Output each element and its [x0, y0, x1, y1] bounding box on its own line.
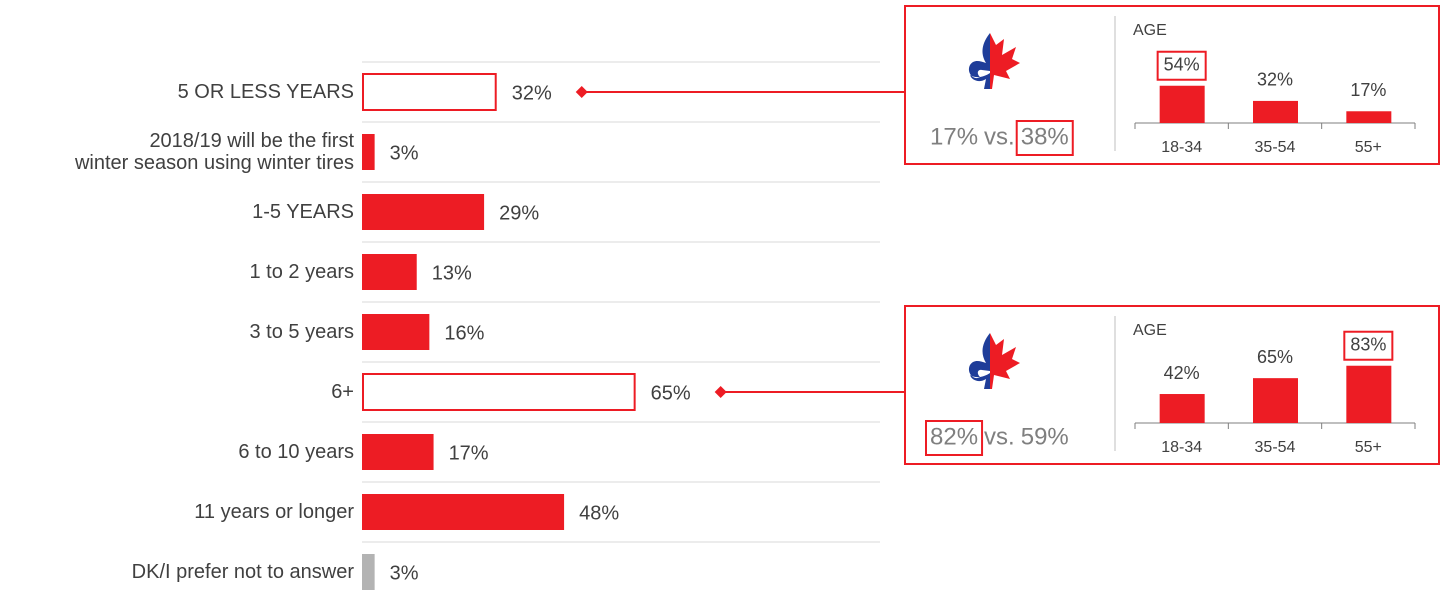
mini-value-label: 17%: [1350, 80, 1386, 100]
value-label: 65%: [651, 382, 691, 404]
connector-diamond: [575, 86, 588, 98]
inset-box: [904, 5, 1440, 165]
mini-value-label: 54%: [1164, 54, 1200, 74]
bar: [362, 134, 375, 170]
connector-diamond: [714, 386, 727, 398]
category-label: 6+: [331, 381, 354, 403]
comparison-value: 17%: [930, 123, 978, 150]
mini-bar: [1159, 85, 1205, 123]
mini-bar: [1253, 378, 1298, 423]
value-label: 3%: [390, 562, 419, 584]
category-label: 2018/19 will be the first winter season …: [74, 130, 354, 174]
mini-category-label: 18-34: [1161, 139, 1202, 156]
mini-category-label: 35-54: [1255, 439, 1296, 456]
value-label: 48%: [579, 502, 619, 524]
value-label: 32%: [512, 82, 552, 104]
inset-title: AGE: [1133, 22, 1167, 39]
bar: [362, 314, 430, 350]
mini-value-label: 83%: [1350, 334, 1386, 354]
value-label: 17%: [449, 442, 489, 464]
comparison-value: 38%: [1021, 123, 1069, 150]
category-label: 6 to 10 years: [238, 441, 354, 463]
comparison-value: 59%: [1021, 423, 1069, 450]
bar: [362, 494, 565, 530]
mini-value-label: 65%: [1257, 347, 1293, 367]
mini-bar: [1159, 394, 1205, 423]
value-label: 13%: [432, 262, 472, 284]
highlight-box: [1343, 330, 1394, 361]
category-label: 3 to 5 years: [249, 321, 354, 343]
logo: [968, 333, 1020, 389]
logo: [968, 33, 1020, 89]
highlight-box: [1015, 120, 1074, 156]
highlight-box: [1156, 50, 1207, 81]
value-label: 3%: [390, 142, 419, 164]
value-label: 16%: [444, 322, 484, 344]
logo-fleur: [968, 333, 990, 389]
mini-category-label: 18-34: [1161, 439, 1202, 456]
highlight-box: [925, 420, 984, 456]
logo-fleur: [968, 33, 990, 89]
category-label: 1 to 2 years: [249, 261, 354, 283]
mini-bar: [1346, 111, 1392, 123]
bar: [362, 73, 497, 111]
bar: [362, 194, 485, 230]
bar: [362, 373, 636, 411]
mini-value-label: 32%: [1257, 70, 1293, 90]
mini-value-label: 42%: [1164, 363, 1200, 383]
comparison-separator: vs.: [984, 423, 1015, 450]
mini-bar: [1346, 365, 1392, 423]
category-label: 5 OR LESS YEARS: [177, 81, 354, 103]
mini-category-label: 35-54: [1255, 139, 1296, 156]
category-label: 11 years or longer: [194, 501, 354, 523]
bar: [362, 554, 375, 590]
comparison-separator: vs.: [984, 123, 1015, 150]
mini-category-label: 55+: [1355, 139, 1382, 156]
comparison-value: 82%: [930, 423, 978, 450]
bar: [362, 254, 417, 290]
logo-maple: [990, 33, 1020, 89]
mini-bar: [1253, 100, 1298, 123]
inset-title: AGE: [1133, 322, 1167, 339]
value-label: 29%: [499, 202, 539, 224]
category-label: 1-5 YEARS: [252, 201, 354, 223]
bar: [362, 434, 434, 470]
category-label: DK/I prefer not to answer: [131, 561, 354, 583]
logo-maple: [990, 333, 1020, 389]
mini-category-label: 55+: [1355, 439, 1382, 456]
